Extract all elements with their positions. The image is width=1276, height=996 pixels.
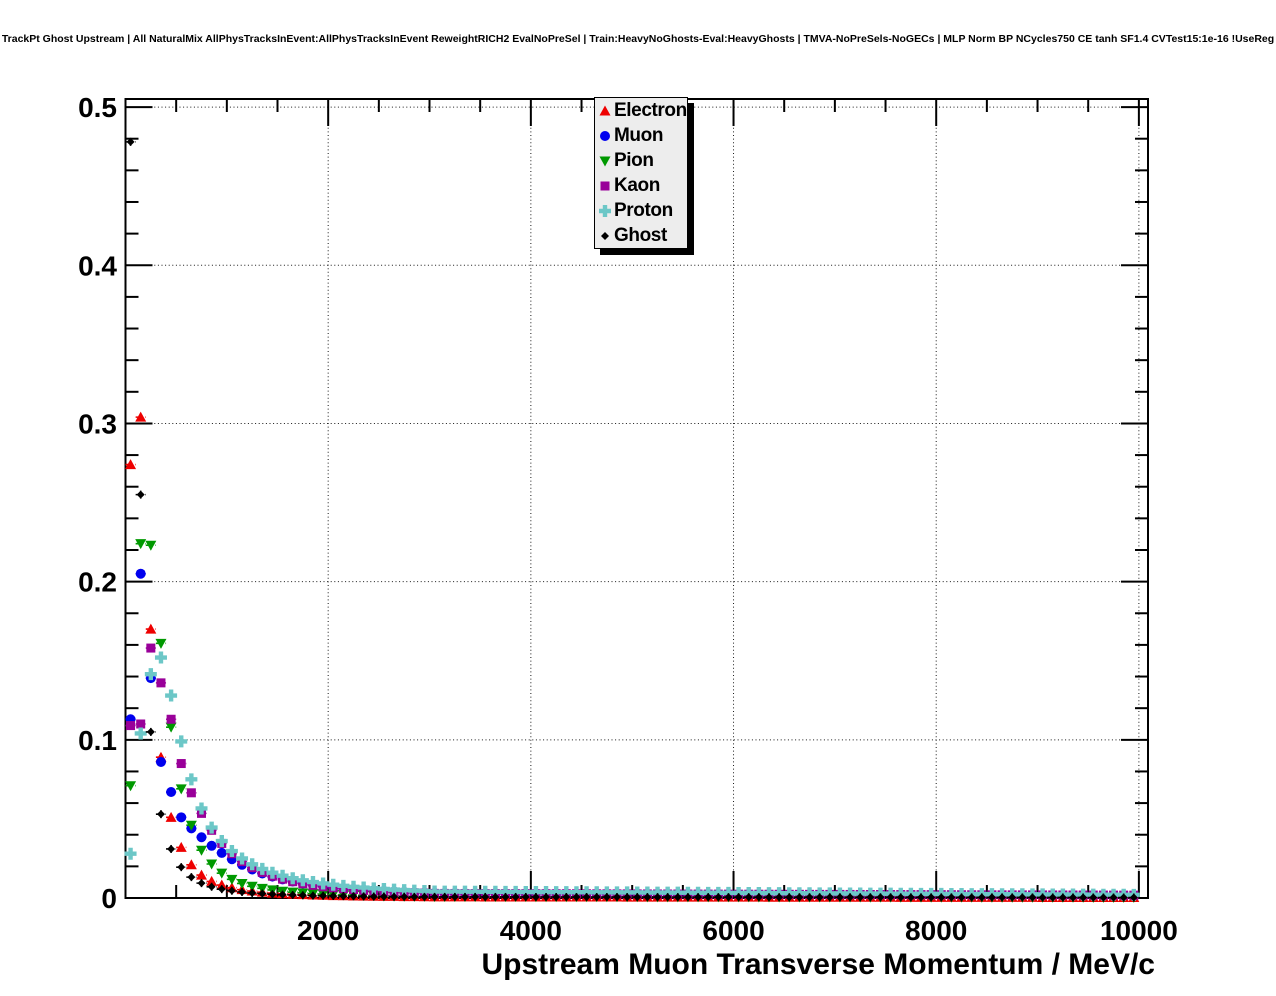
svg-text:0.4: 0.4 <box>78 250 117 281</box>
svg-text:6000: 6000 <box>702 915 764 946</box>
legend-entry-muon: Muon <box>595 123 687 148</box>
svg-text:0.1: 0.1 <box>78 725 117 756</box>
legend-entry-electron: Electron <box>595 98 687 123</box>
series-pion <box>125 539 1140 903</box>
series-proton <box>124 651 1140 901</box>
legend-label: Muon <box>614 124 664 146</box>
legend-entry-ghost: Ghost <box>595 223 687 248</box>
legend-box: Electron Muon Pion Kaon Proton Ghost <box>594 97 688 249</box>
legend-label: Kaon <box>614 174 660 196</box>
pion-marker-icon <box>599 156 611 166</box>
kaon-marker-icon <box>600 181 610 190</box>
ghost-marker-icon <box>601 231 609 240</box>
canvas-title: TrackPt Ghost Upstream | All NaturalMix … <box>1 33 1275 45</box>
svg-text:0.2: 0.2 <box>78 567 117 598</box>
electron-marker-icon <box>599 105 611 115</box>
series-kaon <box>125 643 1139 900</box>
x-axis-title: Upstream Muon Transverse Momentum / MeV/… <box>481 948 1155 981</box>
legend-entry-pion: Pion <box>595 148 687 173</box>
legend-label: Proton <box>614 199 673 221</box>
svg-text:0.5: 0.5 <box>78 92 117 123</box>
series-ghost <box>125 137 1139 902</box>
legend-label: Pion <box>614 149 654 171</box>
legend-entry-proton: Proton <box>595 198 687 223</box>
series-muon <box>125 568 1139 901</box>
svg-text:4000: 4000 <box>500 915 562 946</box>
proton-marker-icon <box>599 204 611 217</box>
legend-label: Ghost <box>614 224 667 246</box>
series-electron <box>125 411 1140 903</box>
legend-entry-kaon: Kaon <box>595 173 687 198</box>
svg-text:2000: 2000 <box>297 915 359 946</box>
tick-label-layer: 2000 4000 6000 8000 10000 0 0.1 0.2 0.3 0.4 0.5 <box>78 92 1178 946</box>
svg-text:8000: 8000 <box>905 915 967 946</box>
muon-marker-icon <box>600 130 610 141</box>
svg-text:0: 0 <box>101 883 117 914</box>
legend-label: Electron <box>614 99 687 121</box>
svg-text:10000: 10000 <box>1100 915 1178 946</box>
svg-text:0.3: 0.3 <box>78 408 117 439</box>
